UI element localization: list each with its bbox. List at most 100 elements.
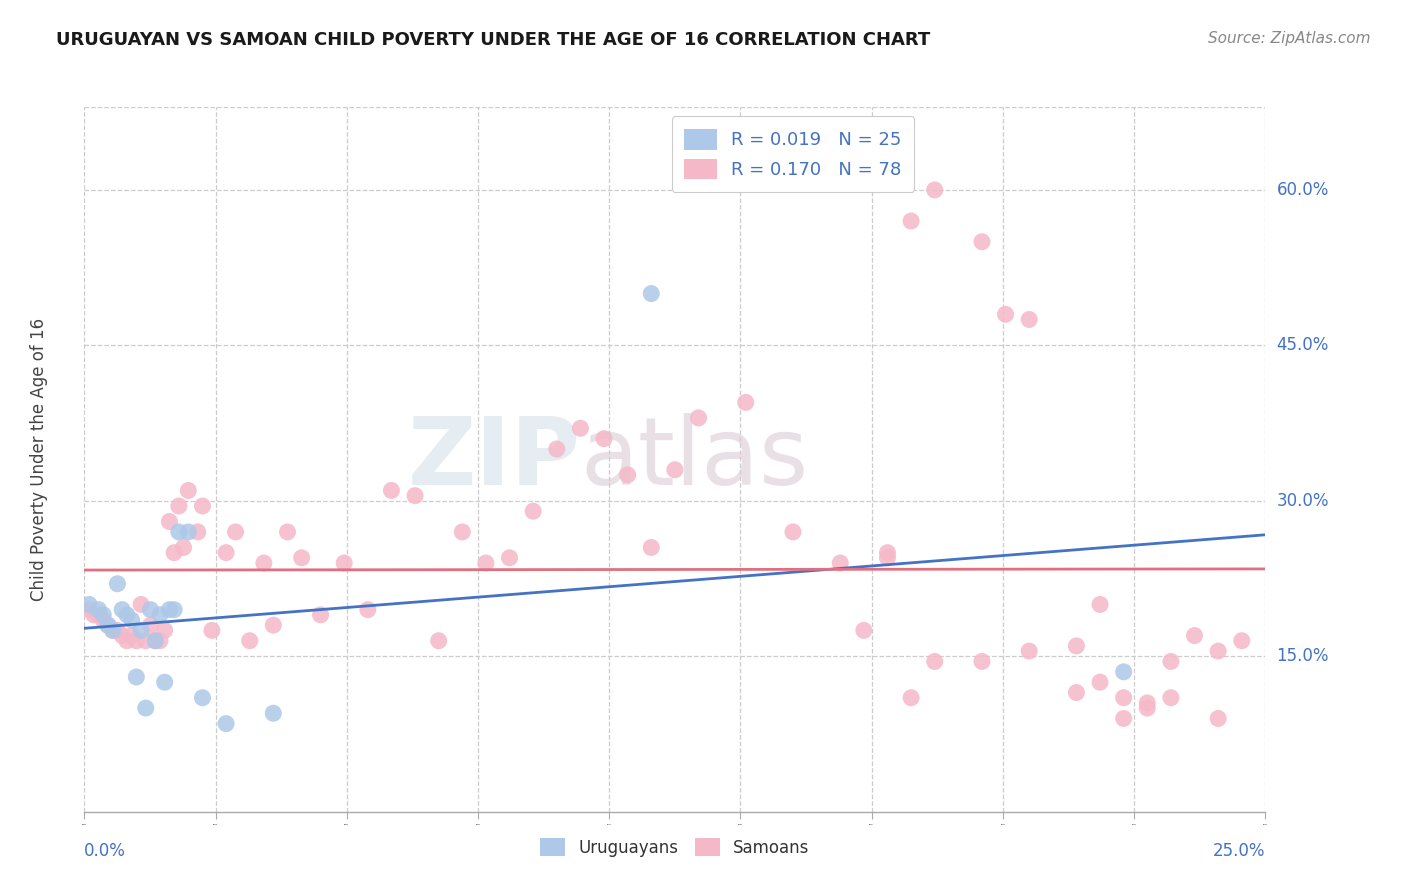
- Point: [111, 628, 134, 642]
- Point: [900, 214, 922, 228]
- Text: 45.0%: 45.0%: [1277, 336, 1329, 354]
- Point: [1112, 711, 1135, 725]
- Point: [139, 618, 162, 632]
- Point: [291, 550, 314, 565]
- Point: [1206, 711, 1229, 725]
- Point: [1088, 598, 1111, 612]
- Point: [451, 524, 474, 539]
- Point: [225, 524, 247, 539]
- Point: [157, 515, 180, 529]
- Point: [125, 633, 148, 648]
- Point: [239, 633, 262, 648]
- Point: [87, 602, 110, 616]
- Text: atlas: atlas: [581, 413, 808, 506]
- Point: [333, 556, 356, 570]
- Point: [91, 607, 114, 622]
- Point: [163, 602, 186, 616]
- Text: Source: ZipAtlas.com: Source: ZipAtlas.com: [1208, 31, 1371, 46]
- Point: [546, 442, 568, 456]
- Point: [83, 607, 105, 622]
- Point: [569, 421, 592, 435]
- Point: [616, 467, 638, 482]
- Point: [1066, 639, 1088, 653]
- Point: [1066, 685, 1088, 699]
- Point: [688, 411, 710, 425]
- Point: [782, 524, 804, 539]
- Text: 25.0%: 25.0%: [1213, 842, 1265, 860]
- Point: [115, 607, 138, 622]
- Text: 0.0%: 0.0%: [84, 842, 127, 860]
- Point: [309, 607, 332, 622]
- Point: [77, 602, 100, 616]
- Point: [1112, 690, 1135, 705]
- Point: [121, 628, 143, 642]
- Point: [177, 524, 200, 539]
- Point: [1136, 701, 1159, 715]
- Point: [924, 183, 946, 197]
- Point: [404, 489, 426, 503]
- Point: [970, 655, 993, 669]
- Point: [522, 504, 544, 518]
- Point: [1088, 675, 1111, 690]
- Point: [262, 618, 284, 632]
- Point: [135, 633, 157, 648]
- Point: [163, 546, 186, 560]
- Point: [1112, 665, 1135, 679]
- Point: [107, 624, 129, 638]
- Point: [1160, 690, 1182, 705]
- Point: [994, 307, 1017, 321]
- Point: [167, 524, 190, 539]
- Point: [1018, 312, 1040, 326]
- Point: [149, 633, 172, 648]
- Text: URUGUAYAN VS SAMOAN CHILD POVERTY UNDER THE AGE OF 16 CORRELATION CHART: URUGUAYAN VS SAMOAN CHILD POVERTY UNDER …: [56, 31, 931, 49]
- Point: [177, 483, 200, 498]
- Point: [427, 633, 450, 648]
- Point: [852, 624, 875, 638]
- Point: [830, 556, 852, 570]
- Point: [1206, 644, 1229, 658]
- Text: 60.0%: 60.0%: [1277, 181, 1329, 199]
- Point: [970, 235, 993, 249]
- Point: [1160, 655, 1182, 669]
- Point: [191, 690, 214, 705]
- Point: [97, 618, 120, 632]
- Point: [664, 463, 686, 477]
- Legend: Uruguayans, Samoans: Uruguayans, Samoans: [533, 831, 817, 863]
- Point: [135, 701, 157, 715]
- Point: [215, 716, 238, 731]
- Point: [111, 602, 134, 616]
- Point: [1018, 644, 1040, 658]
- Point: [357, 602, 380, 616]
- Point: [640, 541, 662, 555]
- Point: [167, 499, 190, 513]
- Point: [593, 432, 616, 446]
- Point: [475, 556, 498, 570]
- Point: [215, 546, 238, 560]
- Point: [87, 607, 110, 622]
- Point: [1136, 696, 1159, 710]
- Point: [91, 613, 114, 627]
- Point: [380, 483, 402, 498]
- Point: [115, 633, 138, 648]
- Point: [191, 499, 214, 513]
- Point: [101, 624, 124, 638]
- Point: [107, 576, 129, 591]
- Point: [262, 706, 284, 721]
- Point: [1230, 633, 1253, 648]
- Point: [734, 395, 756, 409]
- Point: [101, 624, 124, 638]
- Point: [924, 655, 946, 669]
- Point: [276, 524, 298, 539]
- Point: [253, 556, 276, 570]
- Text: ZIP: ZIP: [408, 413, 581, 506]
- Point: [121, 613, 143, 627]
- Point: [143, 633, 166, 648]
- Text: Child Poverty Under the Age of 16: Child Poverty Under the Age of 16: [31, 318, 48, 601]
- Point: [129, 598, 152, 612]
- Point: [125, 670, 148, 684]
- Point: [153, 624, 176, 638]
- Point: [201, 624, 224, 638]
- Point: [498, 550, 520, 565]
- Point: [1184, 628, 1206, 642]
- Point: [139, 602, 162, 616]
